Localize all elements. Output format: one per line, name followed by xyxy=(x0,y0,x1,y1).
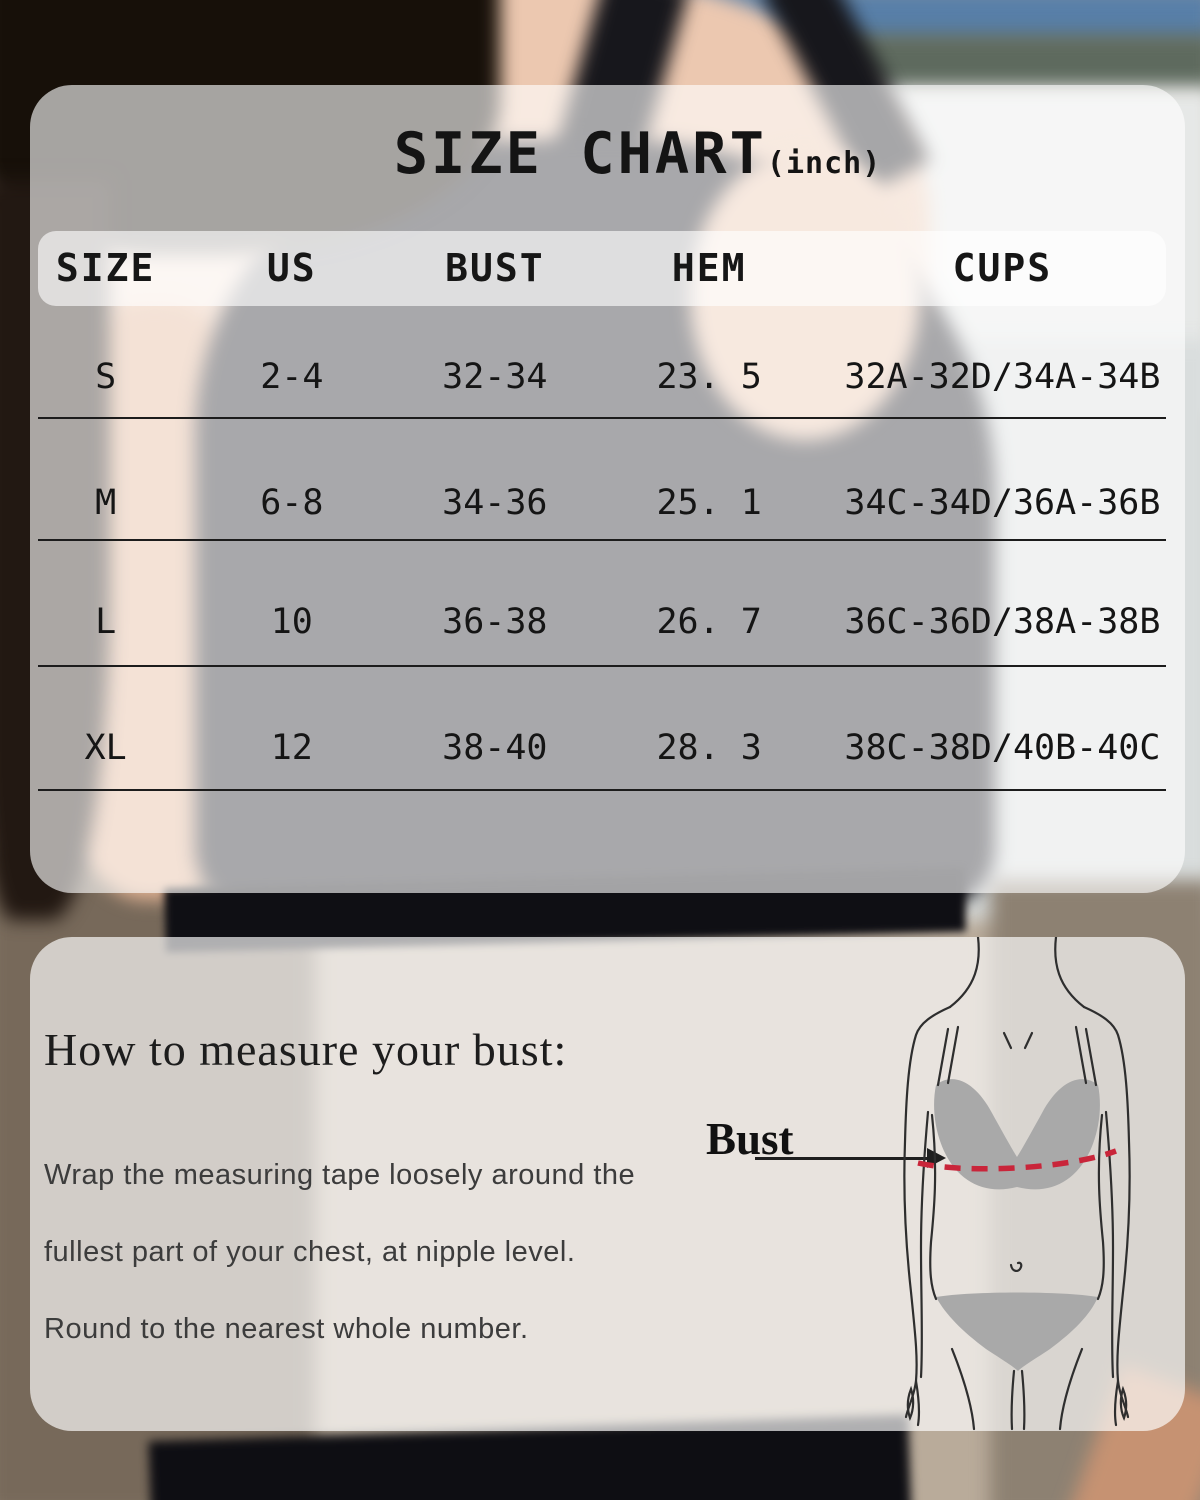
row-divider xyxy=(38,665,1166,667)
bust-arrow-line xyxy=(755,1157,927,1160)
instruction-line: Round to the nearest whole number. xyxy=(44,1313,529,1345)
cell-bust: 34-36 xyxy=(442,483,548,523)
col-header-us: US xyxy=(266,246,317,290)
cell-us: 2-4 xyxy=(260,357,324,397)
title-unit: (inch) xyxy=(766,146,882,181)
cell-bust: 36-38 xyxy=(442,602,548,642)
cell-cups: 36C-36D/38A-38B xyxy=(844,602,1161,642)
cell-hem: 26. 7 xyxy=(656,602,762,642)
bust-label: Bust xyxy=(706,1114,794,1164)
cell-bust: 32-34 xyxy=(442,357,548,397)
table-header-row: SIZE US BUST HEM CUPS xyxy=(38,231,1166,306)
col-header-cups: CUPS xyxy=(952,246,1053,290)
measure-guide-panel: How to measure your bust: Wrap the measu… xyxy=(30,937,1185,1431)
cell-size: S xyxy=(95,357,117,397)
row-divider xyxy=(38,539,1166,541)
cell-hem: 28. 3 xyxy=(656,728,762,768)
cell-bust: 38-40 xyxy=(442,728,548,768)
measure-instructions: Wrap the measuring tape loosely around t… xyxy=(44,1137,684,1368)
cell-size: L xyxy=(95,602,117,642)
row-divider xyxy=(38,789,1166,791)
cell-hem: 25. 1 xyxy=(656,483,762,523)
table-row: XL 12 38-40 28. 3 38C-38D/40B-40C xyxy=(38,720,1166,776)
cell-us: 6-8 xyxy=(260,483,324,523)
cell-hem: 23. 5 xyxy=(656,357,762,397)
row-divider xyxy=(38,417,1166,419)
instruction-line: fullest part of your chest, at nipple le… xyxy=(44,1236,576,1268)
cell-us: 10 xyxy=(270,602,313,642)
page-title: SIZE CHART(inch) xyxy=(90,121,1185,187)
measure-heading: How to measure your bust: xyxy=(44,1024,568,1075)
table-row: M 6-8 34-36 25. 1 34C-34D/36A-36B xyxy=(38,475,1166,531)
cell-cups: 32A-32D/34A-34B xyxy=(844,357,1161,397)
bust-measurement-figure xyxy=(903,937,1131,1431)
cell-cups: 34C-34D/36A-36B xyxy=(844,483,1161,523)
col-header-bust: BUST xyxy=(445,246,545,290)
table-row: L 10 36-38 26. 7 36C-36D/38A-38B xyxy=(38,594,1166,650)
cell-us: 12 xyxy=(270,728,313,768)
cell-cups: 38C-38D/40B-40C xyxy=(844,728,1161,768)
instruction-line: Wrap the measuring tape loosely around t… xyxy=(44,1159,636,1191)
col-header-size: SIZE xyxy=(55,246,156,290)
table-row: S 2-4 32-34 23. 5 32A-32D/34A-34B xyxy=(38,349,1166,405)
cell-size: M xyxy=(95,483,117,523)
col-header-hem: HEM xyxy=(671,246,747,290)
title-text: SIZE CHART xyxy=(393,121,767,187)
size-chart-panel: SIZE CHART(inch) SIZE US BUST HEM CUPS S… xyxy=(30,85,1185,893)
cell-size: XL xyxy=(84,728,127,768)
